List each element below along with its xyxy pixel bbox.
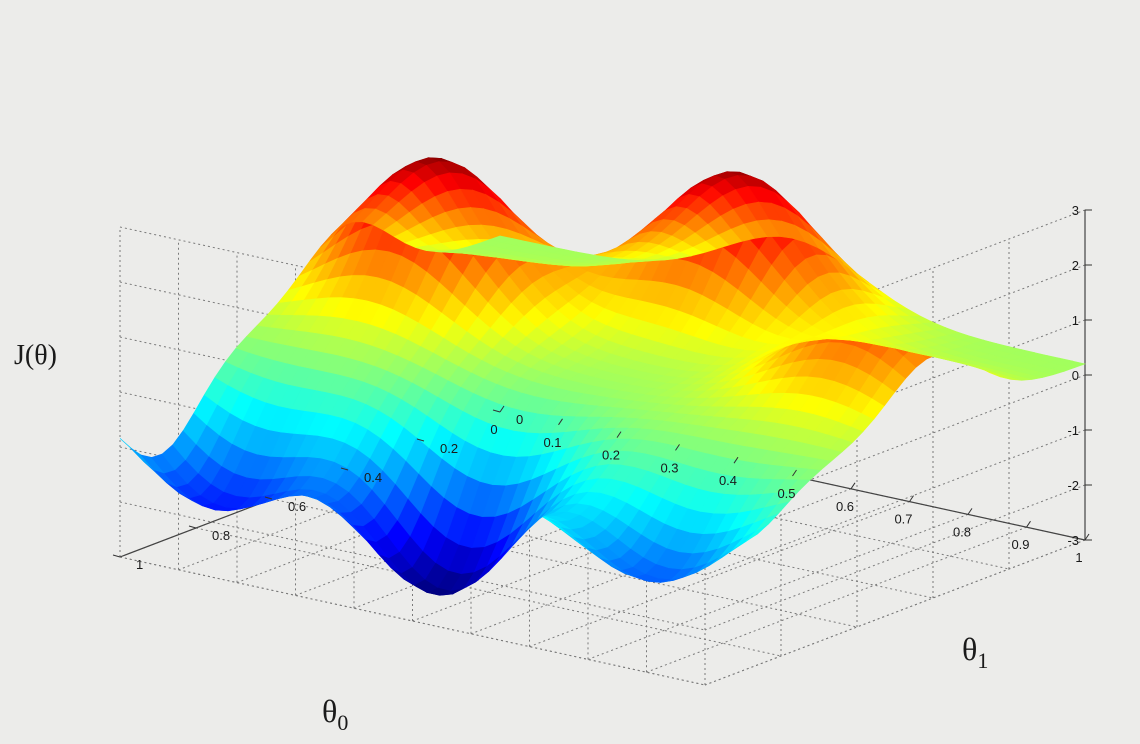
- x-tick-label: 0.9: [1011, 537, 1029, 552]
- z-tick-label: 2: [1072, 258, 1079, 273]
- x-tick-label: 0.8: [953, 524, 971, 539]
- y-tick-label: 0.4: [364, 470, 382, 485]
- y-tick-label: 0: [516, 412, 523, 427]
- surface-mesh: [119, 157, 1087, 596]
- x-axis-label: θ0: [322, 693, 348, 735]
- x-tick-label: 0.5: [777, 486, 795, 501]
- y-tick-label: 0.2: [440, 441, 458, 456]
- z-tick-label: -3: [1067, 533, 1079, 548]
- axis-ticks: 3 2 1 0 -1 -2 -3 1 0.9 0.8 0.7 0.6 0.5 0.4 0.3 0.2 0.1 0 0…: [112, 203, 1092, 572]
- x-tick-mark: [558, 418, 563, 426]
- x-tick-mark: [1026, 520, 1031, 528]
- z-tick-label: 3: [1072, 203, 1079, 218]
- y-tick-mark: [112, 554, 121, 558]
- x-axis-label-sub: 0: [337, 710, 348, 735]
- y-axis-label-base: θ: [962, 631, 977, 667]
- x-tick-mark: [850, 482, 856, 490]
- x-tick-mark: [909, 495, 914, 502]
- y-tick-mark: [416, 438, 425, 442]
- y-tick-mark: [492, 409, 501, 413]
- y-tick-mark: [188, 525, 197, 529]
- z-tick-label: 0: [1072, 368, 1079, 383]
- x-tick-label: 0.3: [660, 460, 678, 475]
- x-tick-mark: [499, 405, 505, 413]
- y-tick-label: 1: [136, 557, 143, 572]
- x-tick-label: 0.1: [543, 435, 561, 450]
- x-tick-label: 1: [1075, 550, 1082, 565]
- x-axis-label-base: θ: [322, 693, 337, 729]
- x-tick-mark: [967, 508, 973, 515]
- x-tick-mark: [792, 469, 797, 477]
- y-tick-mark: [340, 467, 349, 471]
- z-tick-label: -1: [1067, 423, 1079, 438]
- x-tick-mark: [733, 456, 739, 464]
- x-tick-mark: [1084, 533, 1090, 541]
- y-tick-mark: [264, 496, 273, 500]
- z-tick-label: -2: [1067, 478, 1079, 493]
- z-tick-label: 1: [1072, 313, 1079, 328]
- x-tick-label: 0.7: [894, 512, 912, 527]
- x-tick-label: 0.4: [719, 473, 737, 488]
- x-tick-label: 0: [490, 422, 497, 437]
- x-tick-mark: [616, 431, 622, 438]
- y-tick-label: 0.8: [212, 528, 230, 543]
- y-axis-label-sub: 1: [977, 648, 988, 673]
- z-axis-label: J(θ): [14, 340, 57, 371]
- y-axis-label: θ1: [962, 631, 988, 673]
- x-tick-label: 0.6: [836, 499, 854, 514]
- surface-patch: [488, 235, 514, 243]
- x-tick-label: 0.2: [602, 448, 620, 463]
- y-tick-label: 0.6: [288, 499, 306, 514]
- gridline-floor-x: [704, 539, 1086, 686]
- x-tick-mark: [675, 444, 680, 451]
